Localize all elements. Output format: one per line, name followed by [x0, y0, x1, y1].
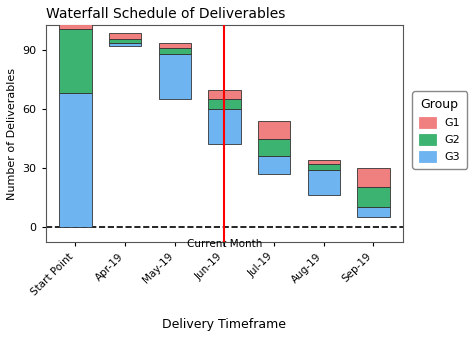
Bar [208, 99, 241, 109]
Bar [208, 109, 241, 144]
Bar [208, 90, 241, 99]
Legend: G1, G2, G3: G1, G2, G3 [412, 91, 467, 169]
Bar [59, 29, 91, 93]
Text: Current Month: Current Month [187, 239, 262, 249]
Bar [258, 121, 290, 139]
Text: Waterfall Schedule of Deliverables: Waterfall Schedule of Deliverables [46, 7, 285, 21]
Bar [258, 156, 290, 174]
Bar [159, 48, 191, 54]
Bar [357, 188, 390, 207]
Bar [109, 43, 141, 46]
Bar [159, 54, 191, 99]
Bar [308, 164, 340, 170]
Bar [258, 139, 290, 156]
Bar [357, 207, 390, 217]
Bar [109, 33, 141, 39]
Bar [308, 160, 340, 164]
Bar [308, 170, 340, 195]
X-axis label: Delivery Timeframe: Delivery Timeframe [163, 318, 286, 331]
Bar [159, 43, 191, 48]
Bar [357, 168, 390, 188]
Y-axis label: Number of Deliverables: Number of Deliverables [7, 68, 17, 200]
Bar [59, 93, 91, 227]
Bar [109, 39, 141, 43]
Bar [59, 0, 91, 29]
